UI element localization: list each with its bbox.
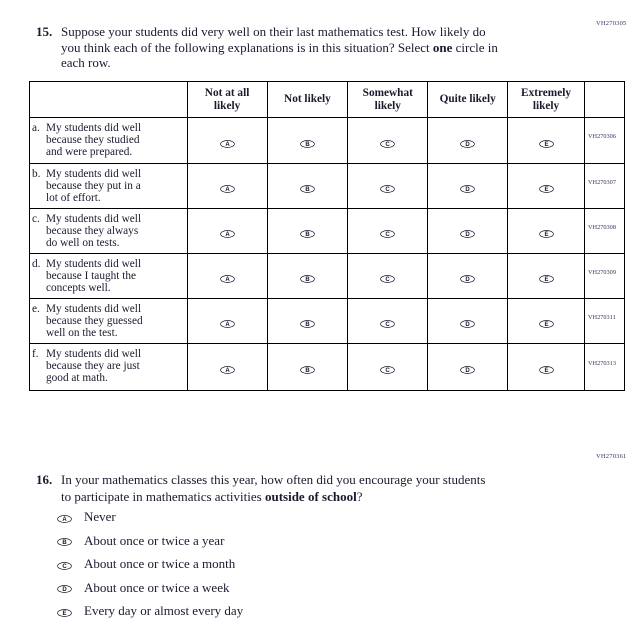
svg-text:C: C	[386, 322, 391, 328]
svg-text:C: C	[386, 187, 391, 193]
svg-text:B: B	[305, 187, 310, 193]
svg-text:B: B	[305, 232, 310, 238]
svg-text:D: D	[465, 277, 470, 283]
svg-text:D: D	[62, 587, 67, 593]
svg-text:C: C	[386, 368, 391, 374]
svg-text:A: A	[225, 322, 230, 328]
svg-text:D: D	[465, 232, 470, 238]
svg-text:B: B	[62, 540, 67, 546]
svg-text:B: B	[305, 142, 310, 148]
svg-text:B: B	[305, 368, 310, 374]
svg-text:C: C	[386, 277, 391, 283]
svg-text:E: E	[62, 611, 66, 617]
svg-text:E: E	[544, 277, 548, 283]
svg-text:D: D	[465, 142, 470, 148]
svg-text:E: E	[544, 142, 548, 148]
svg-text:E: E	[544, 232, 548, 238]
svg-text:C: C	[62, 564, 67, 570]
svg-text:A: A	[225, 187, 230, 193]
svg-text:D: D	[465, 187, 470, 193]
svg-text:B: B	[305, 322, 310, 328]
svg-text:A: A	[225, 142, 230, 148]
svg-text:E: E	[544, 187, 548, 193]
svg-text:C: C	[386, 232, 391, 238]
svg-text:A: A	[225, 368, 230, 374]
svg-text:E: E	[544, 322, 548, 328]
svg-text:A: A	[225, 232, 230, 238]
svg-text:C: C	[386, 142, 391, 148]
svg-text:E: E	[544, 368, 548, 374]
svg-text:A: A	[62, 517, 67, 523]
svg-text:D: D	[465, 322, 470, 328]
svg-text:B: B	[305, 277, 310, 283]
svg-text:A: A	[225, 277, 230, 283]
svg-text:D: D	[465, 368, 470, 374]
